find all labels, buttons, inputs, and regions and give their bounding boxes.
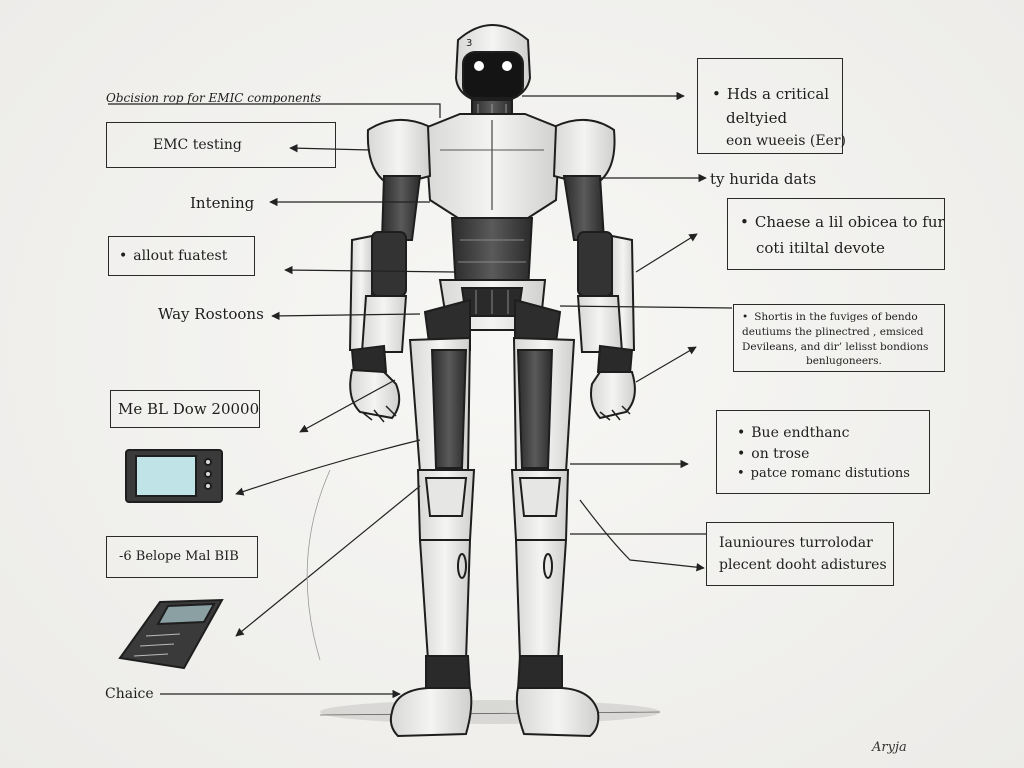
iaunioures-line-1: Iaunioures turrolodar [719,535,873,551]
monitor-device-icon [125,449,223,503]
allout-label: allout fuatest [119,248,227,264]
handheld-device-icon [118,598,224,670]
emc-testing-box: EMC testing [106,122,336,168]
robot-left-leg [389,336,476,738]
way-rostoons-label: Way Rostoons [158,305,264,323]
critical-line-1: Hds a critical [712,85,829,103]
chaese-line-1: Chaese a lil obicea to fur [740,213,945,231]
robot-torso [423,113,562,351]
critical-box: Hds a critical deltyied eon wueeis (Eer) [697,58,846,154]
bue-box: Bue endthanc on trose patce romanc distu… [716,410,930,494]
components-header: Obcision rop for EMIC components [106,91,322,105]
device-model-label: Me BL Dow 20000 [118,400,260,418]
svg-text:3: 3 [466,38,472,49]
robot-head: 3 [454,24,532,127]
critical-line-2: deltyied [726,109,788,127]
artist-signature: Aryja [872,740,907,755]
chaese-box: Chaese a lil obicea to fur coti itiltal … [727,198,945,270]
robot-right-leg [510,336,600,738]
hurida-label: ty hurida dats [710,170,817,188]
bue-line-2: on trose [737,446,809,462]
intening-label: Intening [190,194,255,212]
ground-shadow [319,700,661,724]
shortis-line-1: Shortis in the fuviges of bendo [742,311,917,323]
bue-line-1: Bue endthanc [737,425,849,441]
iaunioures-line-2: plecent dooht adistures [719,557,887,573]
iaunioures-box: Iaunioures turrolodar plecent dooht adis… [706,522,894,586]
robot-right-arm [552,119,636,421]
chaese-line-2: coti itiltal devote [756,239,885,257]
robot-left-arm [348,118,432,423]
emc-testing-label: EMC testing [153,137,242,153]
allout-box: allout fuatest [108,236,255,276]
left-leader-lines [108,103,456,699]
critical-line-3: eon wueeis (Eer) [726,133,846,149]
device-model-box: Me BL Dow 20000 [110,390,260,428]
bue-line-3: patce romanc distutions [737,466,910,481]
belope-label: -6 Belope Mal BIB [119,549,239,564]
shortis-box: Shortis in the fuviges of bendo deutiums… [733,304,945,372]
choice-label: Chaice [105,686,154,702]
shortis-line-4: benlugoneers. [806,355,882,367]
shortis-line-3: Devileans, and dir’ lelisst bondions [742,341,929,353]
belope-box: -6 Belope Mal BIB [106,536,258,578]
right-leader-lines [522,91,733,572]
shortis-line-2: deutiums the plinectred , emsiced [742,326,924,338]
